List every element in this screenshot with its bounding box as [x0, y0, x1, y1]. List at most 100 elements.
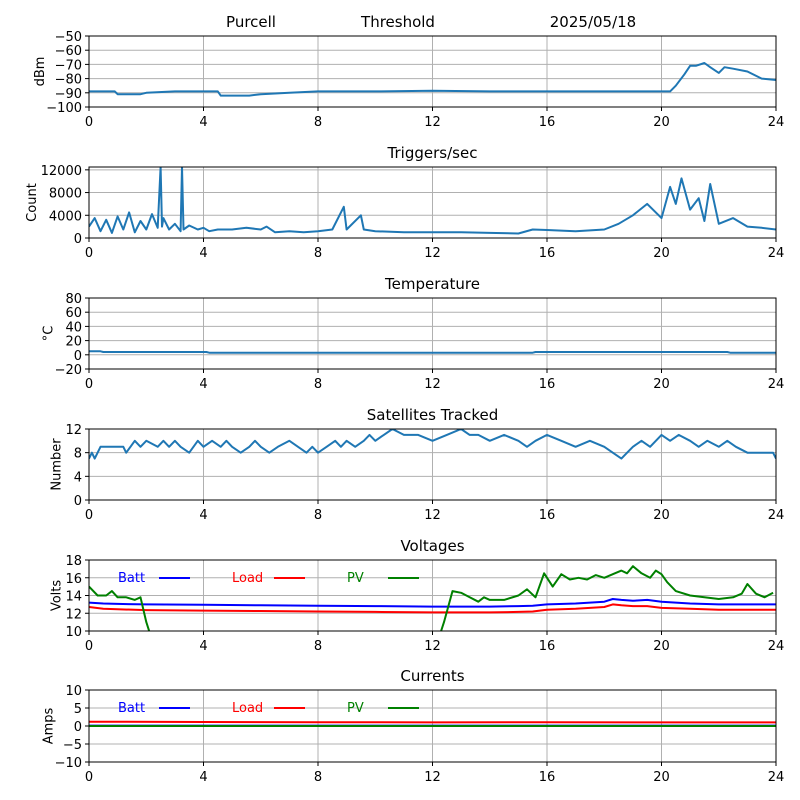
series-group: [89, 565, 776, 631]
x-tick-label: 24: [768, 246, 785, 261]
y-tick-label: 0: [74, 232, 82, 247]
x-tick-label: 24: [768, 508, 785, 523]
x-tick-label: 16: [539, 508, 556, 523]
x-tick-label: 24: [768, 115, 785, 130]
x-tick-label: 8: [314, 377, 322, 392]
x-tick-label: 20: [653, 770, 670, 785]
x-tick-label: 8: [314, 115, 322, 130]
series-line-temperature: [89, 350, 776, 354]
y-tick-label: −50: [55, 30, 82, 45]
x-tick-label: 4: [199, 770, 207, 785]
x-tick-label: 0: [85, 377, 93, 392]
y-tick-label: −100: [46, 101, 82, 116]
y-tick-label: 16: [65, 572, 82, 587]
header-date: 2025/05/18: [550, 13, 636, 31]
y-tick-label: −80: [55, 73, 82, 88]
x-tick-label: 20: [653, 246, 670, 261]
chart-triggers: 0 4 8 12 16 20 24 0 4000 8000 12000 Triggers/sec Cou…: [25, 144, 784, 261]
chart-threshold: 0 4 8 12 16 20 24 −100−90−80−70−60−50 dBm: [33, 30, 784, 130]
x-tick-label: 12: [424, 377, 441, 392]
y-tick-label: 0: [74, 349, 82, 364]
x-tick-label: 4: [199, 377, 207, 392]
series-line-batt: [89, 598, 776, 608]
y-tick-label: −70: [55, 58, 82, 73]
series-line-triggers: [89, 167, 776, 235]
legend-label-batt: Batt: [118, 701, 145, 716]
x-tick-label: 20: [653, 377, 670, 392]
x-tick-label: 20: [653, 508, 670, 523]
x-tick-label: 8: [314, 770, 322, 785]
y-axis-label: Volts: [50, 580, 65, 612]
y-tick-label: 10: [65, 625, 82, 640]
x-tick-label: 12: [424, 508, 441, 523]
y-axis-label: Count: [25, 183, 40, 222]
x-tick-label: 12: [424, 770, 441, 785]
x-tick-label: 20: [653, 639, 670, 654]
series-line-pv: [89, 565, 774, 631]
x-tick-label: 0: [85, 115, 93, 130]
x-tick-label: 24: [768, 770, 785, 785]
y-tick-label: 10: [65, 684, 82, 699]
y-tick-label: 12000: [41, 164, 82, 179]
series-line-satellites: [89, 429, 776, 460]
chart-title: Currents: [400, 667, 464, 685]
x-tick-label: 24: [768, 639, 785, 654]
x-tick-label: 20: [653, 115, 670, 130]
y-tick-label: 12: [65, 607, 82, 622]
x-tick-label: 4: [199, 508, 207, 523]
chart-voltages: 0 4 8 12 16 20 24 10 12 14 16 18 Voltages Volts Batt Lo…: [50, 537, 785, 654]
chart-title: Voltages: [400, 537, 464, 555]
x-tick-label: 8: [314, 246, 322, 261]
y-tick-label: 4: [74, 470, 82, 485]
y-tick-label: 80: [65, 292, 82, 307]
legend-label-load: Load: [232, 701, 263, 716]
series-line-threshold: [89, 62, 776, 97]
chart-title: Satellites Tracked: [367, 406, 498, 424]
chart-title: Temperature: [384, 275, 480, 293]
y-axis-label: Amps: [41, 707, 56, 744]
legend-label-pv: PV: [347, 571, 364, 586]
x-tick-label: 4: [199, 115, 207, 130]
y-tick-label: 20: [65, 335, 82, 350]
series-group: [89, 720, 776, 727]
y-tick-label: 4000: [49, 209, 82, 224]
x-tick-label: 24: [768, 377, 785, 392]
x-tick-label: 16: [539, 115, 556, 130]
x-tick-label: 0: [85, 246, 93, 261]
y-tick-label: 12: [65, 423, 82, 438]
x-tick-label: 8: [314, 639, 322, 654]
x-tick-label: 8: [314, 508, 322, 523]
y-tick-label: 0: [74, 720, 82, 735]
x-tick-label: 4: [199, 639, 207, 654]
y-tick-label: −20: [55, 363, 82, 378]
y-axis-label: Number: [50, 438, 65, 491]
legend-label-pv: PV: [347, 701, 364, 716]
figure-header: Purcell Threshold 2025/05/18: [226, 13, 636, 31]
x-tick-label: 12: [424, 246, 441, 261]
y-tick-label: 8: [74, 447, 82, 462]
series-group: [89, 429, 776, 460]
y-tick-label: 14: [65, 590, 82, 605]
series-line-load: [89, 603, 776, 614]
y-axis-label: dBm: [33, 57, 48, 87]
x-tick-label: 0: [85, 508, 93, 523]
series-group: [89, 167, 776, 235]
legend-label-batt: Batt: [118, 571, 145, 586]
y-tick-label: 40: [65, 320, 82, 335]
x-tick-label: 0: [85, 770, 93, 785]
x-tick-label: 16: [539, 246, 556, 261]
y-tick-label: −60: [55, 44, 82, 59]
header-mode: Threshold: [360, 13, 435, 31]
y-tick-label: −5: [63, 738, 82, 753]
x-tick-label: 16: [539, 639, 556, 654]
chart-satellites: 0 4 8 12 16 20 24 0 4 8 12 Satellites Tracked Number: [50, 406, 785, 523]
x-tick-label: 0: [85, 639, 93, 654]
chart-title: Triggers/sec: [387, 144, 478, 162]
y-tick-label: 5: [74, 702, 82, 717]
x-tick-label: 16: [539, 377, 556, 392]
x-tick-label: 4: [199, 246, 207, 261]
chart-currents: 0 4 8 12 16 20 24 −10 −5 0 5 10 Currents Amps Batt Load…: [41, 667, 784, 785]
